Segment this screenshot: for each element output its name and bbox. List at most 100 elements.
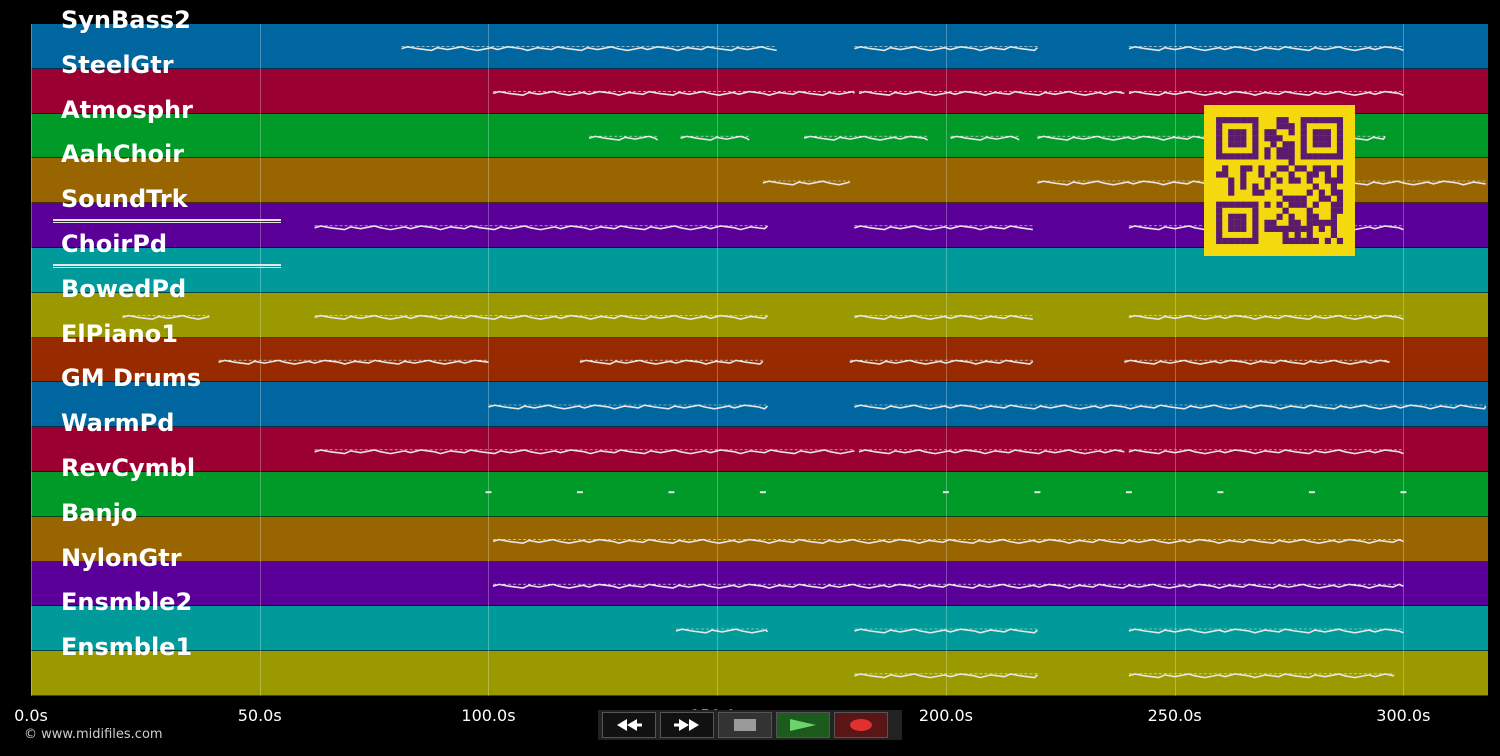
qr-module [1276, 165, 1283, 172]
fast-forward-button[interactable] [660, 712, 714, 738]
qr-module [1330, 213, 1338, 220]
qr-module [1216, 147, 1223, 154]
soundtrk-scroll-marker[interactable] [53, 219, 281, 223]
record-button[interactable] [834, 712, 888, 738]
transport-controls [598, 710, 902, 740]
note-segment [858, 449, 1125, 455]
qr-module [1324, 129, 1331, 136]
qr-module [1270, 225, 1277, 232]
qr-module [1306, 231, 1313, 239]
note-segment [854, 225, 1033, 231]
note-segment [854, 404, 1487, 410]
qr-module [1330, 219, 1338, 226]
qr-module [1228, 117, 1235, 124]
qr-module [1252, 141, 1259, 148]
qr-module [1288, 159, 1295, 166]
track-lane[interactable] [31, 472, 1488, 517]
track-label: Atmosphr [61, 95, 193, 124]
note-segment [1128, 673, 1395, 679]
qr-module [1216, 141, 1223, 148]
qr-module [1300, 129, 1307, 136]
qr-module [1318, 117, 1325, 124]
note-segment [314, 225, 769, 231]
qr-module [1240, 219, 1247, 226]
qr-module [1288, 147, 1295, 154]
stop-button[interactable] [718, 712, 772, 738]
note-segment [314, 449, 855, 455]
qr-module [1300, 153, 1307, 160]
qr-module [1288, 213, 1295, 220]
qr-module [1276, 117, 1283, 124]
choirpd-scroll-marker[interactable] [53, 264, 281, 268]
note-segment [950, 135, 1020, 141]
note-segment [858, 90, 1125, 97]
qr-module [1228, 201, 1235, 208]
qr-module [1306, 171, 1313, 178]
qr-module [1336, 147, 1344, 154]
qr-module [1222, 117, 1229, 124]
qr-module [1306, 153, 1313, 160]
qr-module [1216, 129, 1223, 136]
qr-module [1264, 183, 1271, 190]
qr-code [1204, 105, 1355, 256]
qr-module [1312, 183, 1319, 190]
qr-module [1240, 183, 1247, 190]
qr-module [1264, 219, 1271, 226]
qr-module [1294, 219, 1301, 226]
qr-module [1240, 237, 1247, 245]
qr-module [1252, 129, 1259, 136]
qr-module [1228, 129, 1235, 136]
qr-module [1240, 135, 1247, 142]
qr-module [1252, 213, 1259, 220]
time-tick-label: 200.0s [918, 706, 973, 725]
qr-module [1234, 213, 1241, 220]
qr-module [1336, 207, 1344, 214]
qr-module [1282, 153, 1289, 160]
qr-module [1252, 231, 1259, 239]
qr-module [1318, 195, 1325, 202]
stop-icon [734, 719, 756, 731]
qr-module [1216, 117, 1223, 124]
qr-module [1294, 231, 1301, 239]
qr-module [1318, 135, 1325, 142]
qr-module [1288, 129, 1295, 136]
gridline [1174, 24, 1176, 696]
qr-module [1306, 117, 1313, 124]
qr-module [1294, 201, 1301, 208]
qr-module [1282, 231, 1289, 239]
qr-module [1306, 207, 1313, 214]
qr-module [1264, 177, 1271, 184]
qr-module [1336, 189, 1344, 196]
track-label: ChoirPd [61, 230, 168, 258]
qr-module [1318, 141, 1325, 148]
cymbal-hit [485, 491, 492, 494]
qr-module [1240, 153, 1247, 160]
qr-module [1240, 141, 1247, 148]
note-segment [854, 673, 1038, 679]
qr-module [1324, 141, 1331, 148]
qr-module [1336, 153, 1344, 160]
qr-module [1240, 171, 1247, 178]
gridline [717, 24, 719, 696]
qr-module [1228, 219, 1235, 226]
rewind-button[interactable] [602, 712, 656, 738]
qr-module [1252, 219, 1259, 226]
qr-module [1252, 147, 1259, 154]
note-segment [854, 45, 1038, 52]
qr-module [1264, 129, 1271, 136]
qr-module [1264, 225, 1271, 232]
qr-module [1276, 213, 1283, 220]
qr-module [1312, 165, 1319, 172]
qr-module [1216, 207, 1223, 214]
qr-module [1300, 225, 1307, 232]
qr-module [1306, 213, 1313, 220]
qr-module [1216, 201, 1223, 208]
track-label: SteelGtr [61, 50, 174, 79]
qr-module [1294, 225, 1301, 232]
play-button[interactable] [776, 712, 830, 738]
gridline [1403, 24, 1405, 696]
time-tick-label: 50.0s [237, 706, 282, 725]
note-segment [579, 359, 764, 365]
note-segment [1128, 90, 1404, 97]
qr-module [1252, 153, 1259, 160]
